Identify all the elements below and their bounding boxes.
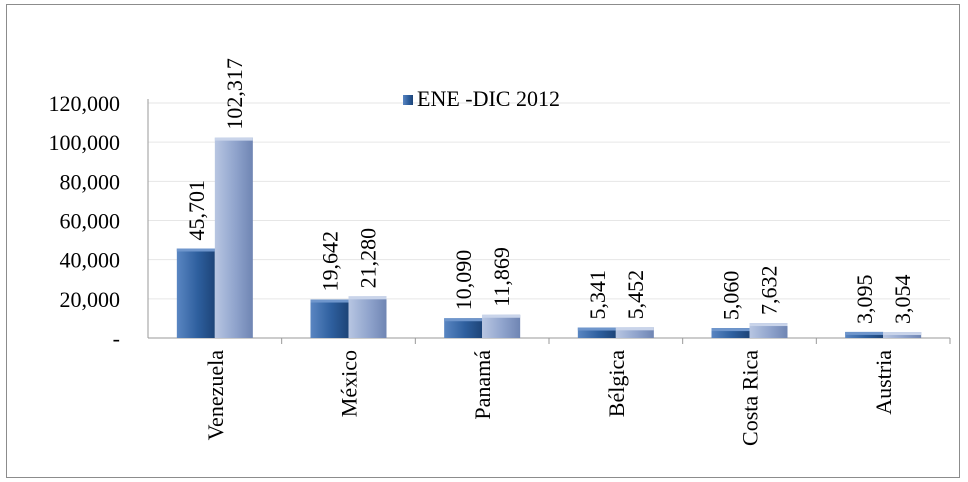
axes: - 20,000 40,000 60,000 80,000 100,000 120,000 V… bbox=[49, 91, 951, 446]
bar-top-highlight bbox=[176, 248, 215, 252]
bar-top-highlight bbox=[615, 327, 654, 331]
y-tick-label: 60,000 bbox=[60, 209, 121, 234]
legend: ENE -DIC 2012 bbox=[403, 86, 560, 111]
data-label: 19,642 bbox=[318, 231, 343, 292]
bar-series1 bbox=[310, 299, 349, 338]
bar-top-highlight bbox=[482, 314, 521, 318]
y-tick-label: - bbox=[113, 326, 120, 351]
bar-series1 bbox=[845, 331, 884, 338]
x-tick-label: Panamá bbox=[470, 350, 495, 420]
gridlines bbox=[148, 102, 950, 300]
bar-series2 bbox=[482, 314, 521, 338]
y-tick-label: 40,000 bbox=[60, 248, 121, 273]
data-label: 45,701 bbox=[184, 180, 209, 240]
data-label: 102,317 bbox=[222, 58, 247, 129]
bar-top-highlight bbox=[310, 299, 349, 303]
bar-series1 bbox=[711, 328, 750, 338]
bar-top-highlight bbox=[577, 327, 616, 331]
x-tick-label: Bélgica bbox=[604, 350, 629, 417]
bar-top-highlight bbox=[214, 137, 253, 141]
y-tick-label: 100,000 bbox=[49, 130, 121, 155]
legend-label: ENE -DIC 2012 bbox=[417, 86, 560, 111]
bars bbox=[176, 137, 922, 338]
bar-top-highlight bbox=[711, 328, 750, 332]
bar-series2 bbox=[348, 296, 387, 338]
bar-series2 bbox=[214, 137, 253, 338]
data-label: 7,632 bbox=[757, 266, 782, 316]
bar-top-highlight bbox=[883, 332, 922, 336]
data-label: 3,054 bbox=[890, 275, 915, 325]
bar-series1 bbox=[176, 248, 215, 338]
data-label: 5,341 bbox=[585, 270, 610, 320]
data-label: 10,090 bbox=[451, 250, 476, 310]
data-label: 11,869 bbox=[489, 247, 514, 307]
bar-top-highlight bbox=[845, 331, 884, 335]
legend-swatch bbox=[403, 95, 413, 105]
x-tick-label: Costa Rica bbox=[738, 350, 763, 446]
data-labels: 45,701 102,317 19,642 21,280 10,090 11,869 5,3… bbox=[184, 58, 915, 324]
x-tick-label: Austria bbox=[871, 350, 896, 415]
data-label: 5,452 bbox=[623, 270, 648, 320]
bar-series1 bbox=[577, 327, 616, 338]
chart-frame bbox=[6, 4, 960, 478]
bar-series1 bbox=[444, 318, 483, 338]
y-tick-label: 80,000 bbox=[60, 169, 121, 194]
bar-top-highlight bbox=[348, 296, 387, 300]
x-tick-label: Venezuela bbox=[203, 350, 228, 441]
bar-top-highlight bbox=[749, 323, 788, 327]
data-label: 5,060 bbox=[719, 271, 744, 321]
bar-series2 bbox=[749, 323, 788, 338]
data-label: 21,280 bbox=[356, 228, 381, 289]
bar-series2 bbox=[615, 327, 654, 338]
x-tick-label: México bbox=[337, 350, 362, 417]
data-label: 3,095 bbox=[852, 274, 877, 324]
y-tick-label: 120,000 bbox=[49, 91, 121, 116]
y-tick-label: 20,000 bbox=[60, 287, 121, 312]
bar-top-highlight bbox=[444, 318, 483, 322]
